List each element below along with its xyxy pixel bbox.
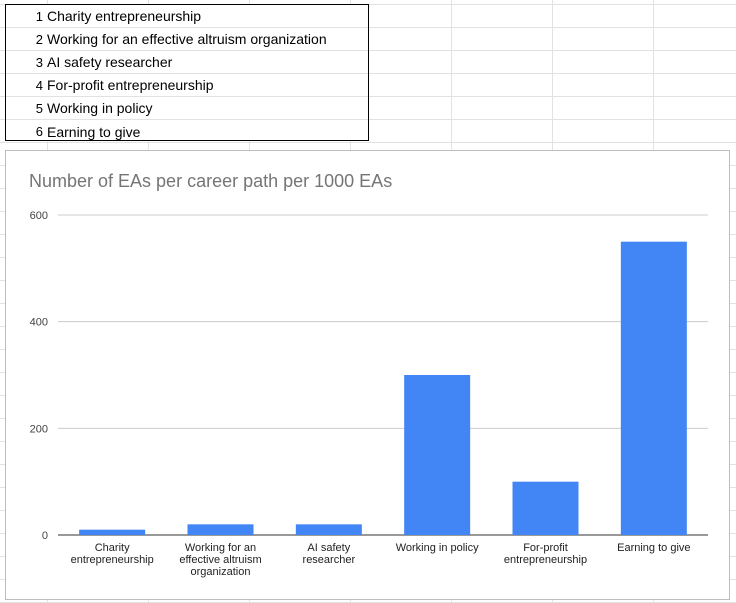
y-tick-label: 200 — [30, 423, 48, 435]
row-label: Charity entrepreneurship — [47, 8, 202, 24]
x-tick-label: Charity entrepreneurship — [71, 542, 154, 566]
x-tick-label: Working for an effective altruism organiza… — [179, 542, 261, 578]
y-tick-label: 400 — [30, 317, 48, 329]
chart-title: Number of EAs per career path per 1000 E… — [29, 171, 393, 191]
row-label: Working for an effective altruism organi… — [47, 31, 327, 47]
bar — [512, 481, 579, 535]
x-tick-label-line: For-profit — [523, 542, 568, 554]
row-index: 4 — [35, 77, 43, 93]
y-tick-label: 0 — [42, 530, 48, 542]
bar — [620, 241, 687, 535]
row-index: 1 — [35, 8, 43, 24]
table-row[interactable]: 1 Charity entrepreneurship — [6, 5, 368, 28]
row-label: For-profit entrepreneurship — [47, 77, 214, 93]
x-tick-label: AI safety researcher — [303, 542, 356, 566]
chart-container[interactable]: Number of EAs per career path per 1000 E… — [5, 150, 730, 600]
bar — [187, 524, 254, 535]
table-row[interactable]: 6 Earning to give — [6, 120, 368, 143]
x-tick-label-line: entrepreneurship — [504, 554, 587, 566]
x-tick-label-line: organization — [191, 566, 251, 578]
x-tick-label: For-profit entrepreneurship — [504, 542, 587, 566]
bar — [79, 529, 146, 535]
x-tick-label-line: Working in policy — [396, 542, 479, 554]
table-row[interactable]: 4 For-profit entrepreneurship — [6, 74, 368, 97]
bar — [295, 524, 362, 535]
y-tick-label: 600 — [30, 210, 48, 222]
x-tick-label-line: researcher — [303, 554, 356, 566]
row-label: Earning to give — [47, 123, 141, 140]
row-label: AI safety researcher — [47, 54, 173, 70]
row-index: 6 — [35, 124, 43, 139]
row-label: Working in policy — [47, 100, 153, 116]
row-index: 5 — [35, 100, 43, 116]
x-tick-label: Working in policy — [396, 542, 479, 554]
table-row[interactable]: 5 Working in policy — [6, 97, 368, 120]
x-tick-label-line: Earning to give — [617, 542, 690, 554]
row-index: 2 — [35, 31, 43, 47]
row-index: 3 — [35, 54, 43, 70]
x-tick-label-line: Charity — [95, 542, 130, 554]
x-tick-label-line: AI safety — [307, 542, 350, 554]
table-row[interactable]: 3 AI safety researcher — [6, 51, 368, 74]
x-tick-label-line: entrepreneurship — [71, 554, 154, 566]
table-row[interactable]: 2 Working for an effective altruism orga… — [6, 28, 368, 51]
bar — [404, 375, 471, 535]
x-tick-label: Earning to give — [617, 542, 690, 554]
x-tick-label-line: effective altruism — [179, 554, 261, 566]
x-tick-label-line: Working for an — [185, 542, 256, 554]
career-path-table: 1 Charity entrepreneurship 2 Working for… — [5, 4, 369, 141]
